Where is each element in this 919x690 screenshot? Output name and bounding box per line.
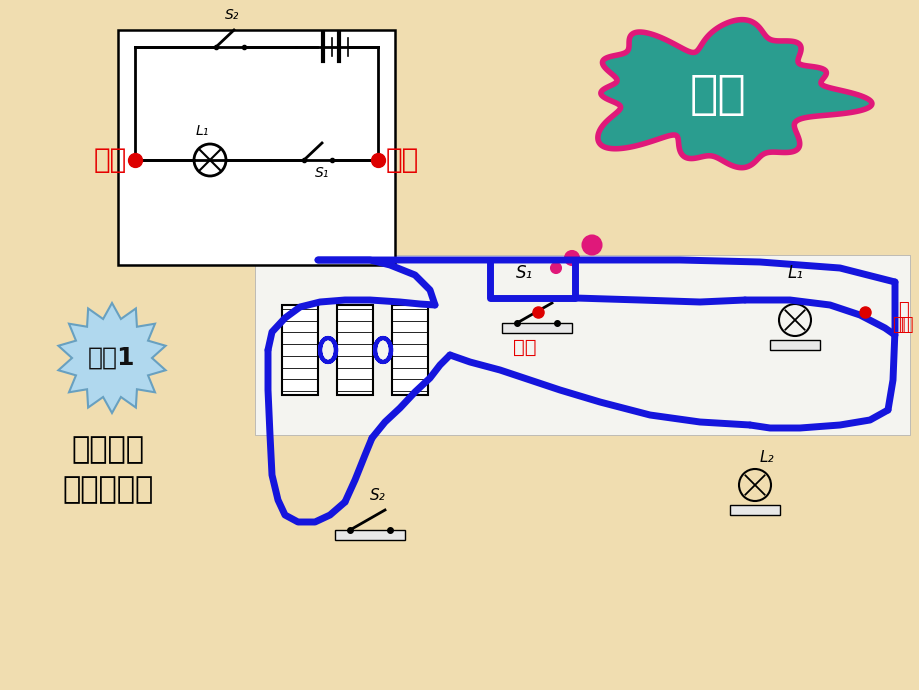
Text: 方法1: 方法1 (88, 346, 136, 370)
Text: L₁: L₁ (787, 264, 802, 282)
Polygon shape (335, 530, 404, 540)
Text: 合点: 合点 (94, 146, 127, 174)
Polygon shape (282, 305, 318, 395)
Text: S₁: S₁ (515, 264, 532, 282)
Polygon shape (597, 19, 871, 168)
Text: 分点: 分点 (386, 146, 419, 174)
Circle shape (564, 251, 578, 265)
Text: 关閔找节点: 关閔找节点 (62, 475, 153, 504)
Text: 先串后并: 先串后并 (72, 435, 144, 464)
Text: L₁: L₁ (195, 124, 209, 138)
Circle shape (550, 263, 561, 273)
Text: S₂: S₂ (369, 488, 385, 503)
Polygon shape (255, 255, 909, 435)
Text: 点: 点 (897, 316, 908, 334)
Polygon shape (336, 305, 372, 395)
Polygon shape (391, 305, 427, 395)
Polygon shape (118, 30, 394, 265)
Text: 合: 合 (897, 301, 908, 319)
Text: S₂: S₂ (224, 8, 239, 22)
Polygon shape (729, 505, 779, 515)
Polygon shape (769, 340, 819, 350)
Text: 例题: 例题 (689, 72, 745, 117)
Text: 分点: 分点 (513, 338, 536, 357)
Text: 合点: 合点 (891, 316, 913, 334)
Circle shape (582, 235, 601, 255)
Text: L₂: L₂ (759, 450, 774, 465)
Polygon shape (502, 323, 572, 333)
Polygon shape (58, 303, 165, 413)
Text: S₁: S₁ (314, 166, 329, 180)
